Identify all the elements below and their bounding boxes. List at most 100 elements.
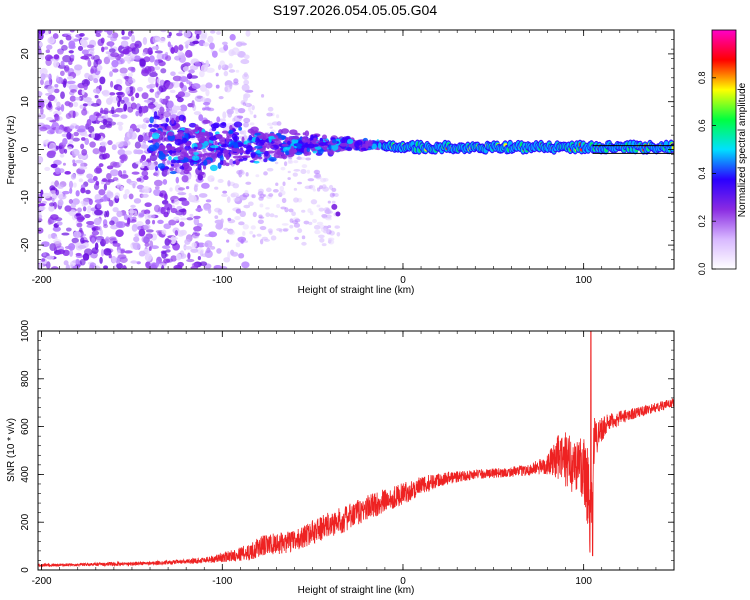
spectrogram-blob (82, 206, 87, 212)
spectrogram-blob (216, 248, 222, 254)
spectrogram-blob (120, 99, 125, 104)
spectrogram-blob (92, 148, 101, 155)
spectrogram-blob (47, 150, 57, 156)
spectrogram-blob (87, 205, 92, 210)
spectrogram-blob (196, 33, 200, 40)
spectrogram-blob (200, 96, 206, 103)
spectrogram-blob (275, 182, 279, 187)
spectrogram-blob (94, 194, 102, 201)
spectrogram-blob (199, 70, 205, 78)
spectrogram-blob (68, 60, 73, 66)
spectrogram-blob (69, 140, 74, 144)
spectrogram-blob (290, 150, 295, 157)
spectrogram-blob (289, 224, 294, 229)
spectrogram-blob (120, 158, 125, 164)
spectrogram-blob (78, 178, 84, 183)
spectrogram-blob (213, 265, 223, 269)
spectrogram-blob (241, 261, 250, 269)
spectrogram-blob (222, 190, 228, 194)
spectrogram-blob (38, 208, 41, 214)
spectrogram-blob (130, 204, 136, 208)
spectrogram-blob (212, 154, 218, 159)
spectrogram-blob (221, 122, 227, 126)
spectrogram-blob (201, 182, 210, 189)
spectrogram-blob (285, 150, 290, 156)
spectrogram-blob (223, 227, 229, 231)
spectrogram-blob (143, 175, 149, 181)
spectrogram-blob (297, 228, 303, 234)
spectrogram-blob (117, 149, 126, 156)
spectrogram-blob (177, 187, 186, 191)
spectrogram-blob (256, 233, 262, 237)
spectrogram-blob (202, 107, 206, 111)
spectrogram-blob (121, 30, 125, 36)
spectrogram-blob (186, 217, 194, 221)
spectrogram-blob (167, 134, 176, 142)
spectrogram-blob (227, 251, 231, 260)
spectrogram-blob (88, 198, 93, 205)
spectrogram-blob (72, 38, 79, 42)
spectrogram-blob (313, 169, 321, 175)
spectrogram-blob (315, 175, 322, 180)
spectrogram-blob (168, 155, 172, 161)
spectrogram-blob (229, 124, 233, 132)
snr-x-ticks: -200 -100 0 100 (32, 331, 675, 587)
spectrogram-blob (52, 33, 59, 40)
spectrogram-blob (244, 240, 248, 243)
spectrogram-blob (146, 84, 153, 89)
spectrogram-blob (235, 242, 241, 248)
spectrogram-blob (59, 153, 65, 158)
spectrogram-blob (181, 175, 189, 183)
spectrogram-blob (127, 106, 134, 113)
spectrogram-blob (179, 104, 188, 112)
spectrogram-blob (112, 177, 119, 181)
spectrogram-blob (154, 168, 160, 177)
spectrogram-blob (180, 148, 187, 155)
spectrogram-blob (239, 240, 245, 244)
spectrogram-blob (110, 224, 118, 230)
spectrogram-blob (217, 64, 222, 71)
spectrogram-blob (194, 62, 202, 67)
spectrogram-blob (229, 34, 236, 41)
spectrogram-blob (331, 187, 337, 192)
spectrogram-blob (103, 265, 109, 269)
spectrogram-blob (171, 117, 175, 124)
spectrogram-blob (38, 263, 44, 269)
spectrogram-blob (123, 56, 132, 62)
spectrogram-blob (263, 171, 268, 176)
spectrogram-blob (80, 143, 85, 150)
spectrogram-blob (59, 70, 65, 77)
spectrogram-blob (40, 73, 46, 81)
spectrogram-blob (103, 153, 110, 159)
spectrogram-blob (174, 138, 184, 146)
spectrogram-blob (132, 242, 141, 251)
spectrogram-blob (45, 49, 51, 54)
spectrogram-blob (194, 183, 199, 188)
spectrogram-blob (55, 189, 60, 196)
spectrogram-blob (88, 114, 97, 122)
spectrogram-blob (191, 262, 199, 268)
spectrogram-blob (143, 209, 151, 215)
spectrogram-blob (279, 229, 283, 233)
spectrogram-blob (297, 181, 302, 185)
spectrogram-blob (109, 71, 113, 77)
spectrogram-blob (226, 108, 234, 115)
figure-title: S197.2026.054.05.05.G04 (273, 2, 437, 18)
spectrogram-blob (240, 42, 247, 46)
spectrogram-blob (137, 134, 144, 143)
spectrogram-blob (72, 182, 77, 188)
spectrogram-blob (153, 204, 161, 213)
spectrogram-blob (115, 78, 123, 85)
spectrogram-blob (287, 177, 291, 180)
spectrogram-blob (177, 191, 187, 196)
spectrogram-blob (143, 224, 151, 230)
x-tick-label: -100 (212, 275, 232, 286)
spectrogram-blob (174, 184, 181, 193)
spectrogram-blob (83, 83, 88, 91)
spectrogram-blob (225, 153, 230, 161)
spectrogram-blob (292, 135, 300, 140)
spectrogram-blob (202, 101, 211, 106)
spectrogram-blob (165, 95, 170, 100)
spectrogram-blob (233, 135, 240, 141)
spectrogram-blob (167, 100, 174, 109)
